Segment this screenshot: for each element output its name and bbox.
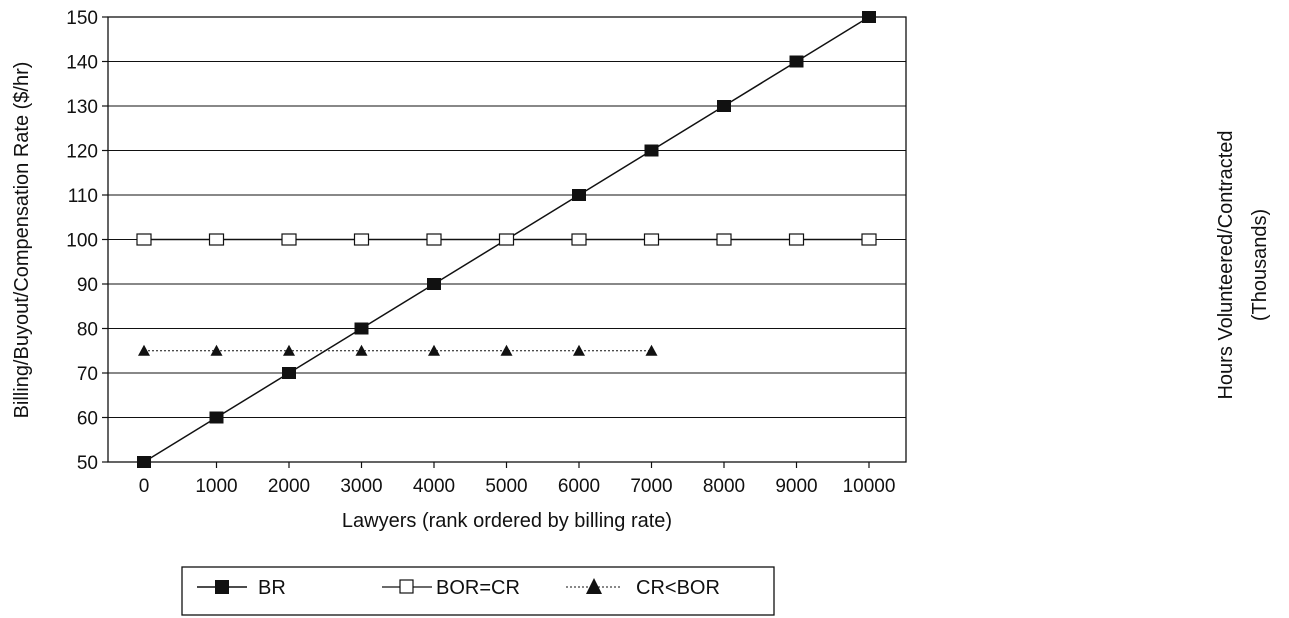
- data-point-br: [282, 367, 296, 379]
- data-point-cr-bor: [355, 344, 368, 356]
- data-point-cr-bor: [645, 344, 658, 356]
- data-point-br: [137, 456, 151, 468]
- x-tick-label: 1000: [195, 476, 237, 497]
- data-point-br: [427, 278, 441, 290]
- x-tick-label: 2000: [268, 476, 310, 497]
- legend-entry-bor-cr: BOR=CR: [382, 577, 520, 599]
- data-point-bor-cr: [643, 233, 660, 246]
- data-point-br: [644, 144, 659, 157]
- data-point-bor-cr: [716, 233, 732, 246]
- data-point-br: [209, 411, 224, 424]
- y-tick-label: 70: [77, 364, 98, 385]
- data-point-br: [354, 322, 369, 335]
- legend-box: [181, 566, 775, 616]
- data-point-bor-cr: [426, 233, 442, 246]
- y-tick-label: 90: [77, 275, 98, 296]
- data-point-bor-cr: [861, 233, 877, 246]
- data-point-bor-cr: [571, 233, 587, 246]
- x-axis-label: Lawyers (rank ordered by billing rate): [342, 510, 672, 532]
- data-point-cr-bor: [573, 344, 585, 356]
- y-tick-label: 110: [68, 186, 98, 207]
- x-tick-label: 8000: [703, 476, 745, 497]
- x-tick-label: 7000: [630, 476, 672, 497]
- y-tick-label: 100: [66, 231, 98, 252]
- data-point-cr-bor: [428, 344, 440, 356]
- secondary-y-axis-label-line1: Hours Volunteered/Contracted: [1215, 130, 1237, 399]
- secondary-y-axis-label-line2: (Thousands): [1249, 209, 1271, 321]
- x-tick-label: 6000: [558, 476, 600, 497]
- x-axis-ticks: 0 1000 2000 3000 4000 5000 6000 7000 8000 9000 100…: [139, 462, 896, 497]
- legend-label-bor-cr: BOR=CR: [436, 577, 520, 599]
- data-point-br: [862, 11, 876, 23]
- data-point-cr-bor: [283, 344, 295, 356]
- y-tick-label: 60: [77, 409, 98, 430]
- y-tick-label: 130: [66, 97, 98, 118]
- data-point-br: [789, 55, 804, 68]
- data-point-bor-cr: [498, 233, 515, 246]
- y-tick-label: 120: [66, 142, 98, 163]
- data-point-br: [572, 189, 586, 201]
- data-point-bor-cr: [281, 233, 297, 246]
- y-tick-label: 150: [66, 8, 98, 29]
- data-point-bor-cr: [788, 233, 805, 246]
- legend-entry-br: BR: [197, 577, 286, 599]
- x-tick-label: 9000: [775, 476, 817, 497]
- data-point-bor-cr: [208, 233, 225, 246]
- series-group: [136, 11, 877, 468]
- y-tick-label: 140: [66, 53, 98, 74]
- x-tick-label: 3000: [340, 476, 382, 497]
- x-tick-label: 10000: [843, 476, 896, 497]
- legend: BR BOR=CR CR<BOR: [181, 566, 775, 616]
- x-tick-label: 0: [139, 476, 150, 497]
- x-tick-label: 4000: [413, 476, 455, 497]
- legend-entry-cr-bor: CR<BOR: [566, 577, 720, 599]
- data-point-cr-bor: [210, 344, 223, 356]
- data-point-bor-cr: [353, 233, 370, 246]
- data-point-br: [717, 100, 731, 112]
- data-point-cr-bor: [138, 344, 150, 356]
- y-axis-label: Billing/Buyout/Compensation Rate ($/hr): [11, 62, 33, 419]
- y-axis-ticks: 50 60 70 80 90 100 110 120 130 140 150: [66, 8, 108, 474]
- data-point-cr-bor: [500, 344, 513, 356]
- y-tick-label: 50: [77, 453, 98, 474]
- legend-label-cr-bor: CR<BOR: [636, 577, 720, 599]
- legend-label-br: BR: [258, 577, 286, 599]
- data-point-bor-cr: [136, 233, 152, 246]
- y-tick-label: 80: [77, 320, 98, 341]
- x-tick-label: 5000: [485, 476, 527, 497]
